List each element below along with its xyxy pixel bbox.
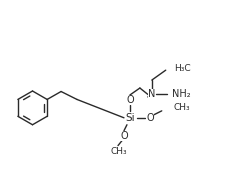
Text: H₃C: H₃C (174, 64, 190, 73)
Text: NH₂: NH₂ (172, 89, 190, 99)
Text: Si: Si (125, 113, 135, 123)
Text: CH₃: CH₃ (174, 103, 190, 112)
Text: N: N (148, 89, 156, 99)
Text: O: O (126, 95, 134, 105)
Text: O: O (146, 113, 154, 123)
Text: CH₃: CH₃ (110, 147, 127, 156)
Text: O: O (120, 131, 128, 141)
